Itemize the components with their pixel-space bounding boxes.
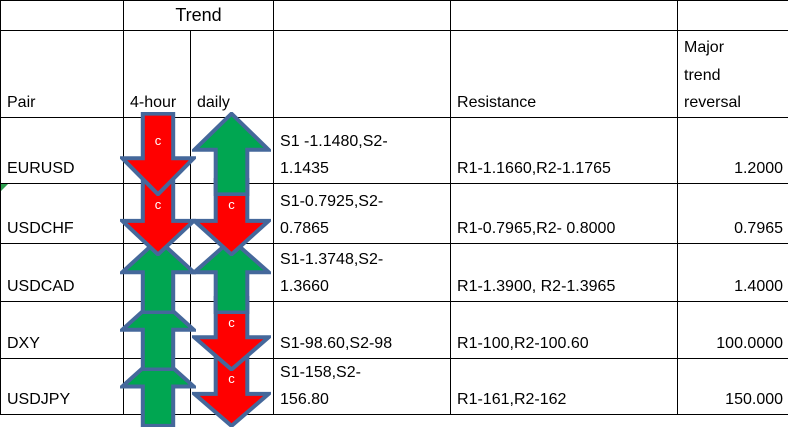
major-trend-reversal-cell[interactable]: 1.2000 <box>678 118 788 184</box>
table-row: USDCHF c c S1-0.7925,S2- 0.7865 R1-0.796… <box>1 184 788 244</box>
support-header-cell[interactable] <box>274 31 451 118</box>
major-trend-reversal-header-label: Major trend reversal <box>684 39 741 110</box>
major-trend-reversal-header-cell[interactable]: Major trend reversal <box>678 31 788 118</box>
pair-header-label: Pair <box>7 94 35 111</box>
trend-merged-header-cell[interactable]: Trend <box>124 1 274 31</box>
trend-header-row: Trend <box>1 1 788 31</box>
daily-header-cell[interactable]: daily <box>191 31 274 118</box>
major-trend-reversal-cell[interactable]: 1.4000 <box>678 244 788 302</box>
resistance-cell[interactable]: R1-0.7965,R2- 0.8000 <box>451 184 678 244</box>
empty-cell[interactable] <box>451 1 678 31</box>
major-trend-reversal-value: 0.7965 <box>734 220 783 237</box>
support-cell[interactable]: S1-158,S2- 156.80 <box>274 359 451 415</box>
resistance-cell[interactable]: R1-1.1660,R2-1.1765 <box>451 118 678 184</box>
pair-label: USDCAD <box>7 278 75 295</box>
table-row: USDJPY c S1-158,S2- 156.80 R1-161,R2-162… <box>1 359 788 415</box>
resistance-value: R1-0.7965,R2- 0.8000 <box>457 220 615 237</box>
trend-up-arrow-icon[interactable] <box>192 112 271 196</box>
resistance-value: R1-100,R2-100.60 <box>457 335 589 352</box>
major-trend-reversal-cell[interactable]: 100.0000 <box>678 302 788 359</box>
support-cell[interactable]: S1-1.3748,S2- 1.3660 <box>274 244 451 302</box>
resistance-cell[interactable]: R1-1.3900, R2-1.3965 <box>451 244 678 302</box>
major-trend-reversal-value: 150.000 <box>725 391 783 408</box>
major-trend-reversal-cell[interactable]: 150.000 <box>678 359 788 415</box>
support-value: S1 -1.1480,S2- 1.1435 <box>280 133 388 177</box>
trend-header-label: Trend <box>175 5 221 25</box>
pair-cell[interactable]: EURUSD <box>1 118 124 184</box>
pair-cell[interactable]: USDCHF <box>1 184 124 244</box>
four-hour-header-cell[interactable]: 4-hour <box>124 31 191 118</box>
arrow-c-label: c <box>120 134 196 147</box>
arrow-c-label: c <box>192 316 271 329</box>
daily-header-label: daily <box>197 94 230 111</box>
support-cell[interactable]: S1-0.7925,S2- 0.7865 <box>274 184 451 244</box>
pair-cell[interactable]: USDCAD <box>1 244 124 302</box>
resistance-header-cell[interactable]: Resistance <box>451 31 678 118</box>
pair-cell[interactable]: USDJPY <box>1 359 124 415</box>
support-value: S1-98.60,S2-98 <box>280 335 392 352</box>
pair-label: USDJPY <box>7 391 70 408</box>
resistance-cell[interactable]: R1-161,R2-162 <box>451 359 678 415</box>
empty-cell[interactable] <box>274 1 451 31</box>
major-trend-reversal-cell[interactable]: 0.7965 <box>678 184 788 244</box>
major-trend-reversal-value: 1.4000 <box>734 278 783 295</box>
arrow-c-label: c <box>192 198 271 211</box>
resistance-cell[interactable]: R1-100,R2-100.60 <box>451 302 678 359</box>
column-header-row: Pair 4-hour daily Resistance Major trend… <box>1 31 788 118</box>
cell-error-marker-icon <box>1 184 8 191</box>
resistance-value: R1-161,R2-162 <box>457 391 566 408</box>
support-cell[interactable]: S1 -1.1480,S2- 1.1435 <box>274 118 451 184</box>
pair-label: DXY <box>7 335 40 352</box>
forex-trend-table: Trend Pair 4-hour daily Resistance Major… <box>0 0 788 415</box>
resistance-value: R1-1.1660,R2-1.1765 <box>457 160 611 177</box>
table-row: EURUSD c S1 -1.1480,S2- 1.1435 R1-1.1660… <box>1 118 788 184</box>
support-value: S1-0.7925,S2- 0.7865 <box>280 193 383 237</box>
empty-cell[interactable] <box>678 1 788 31</box>
resistance-value: R1-1.3900, R2-1.3965 <box>457 278 615 295</box>
resistance-header-label: Resistance <box>457 94 536 111</box>
support-value: S1-158,S2- 156.80 <box>280 364 361 408</box>
daily-trend-cell[interactable] <box>191 118 274 184</box>
support-cell[interactable]: S1-98.60,S2-98 <box>274 302 451 359</box>
arrow-c-label: c <box>192 372 271 385</box>
major-trend-reversal-value: 1.2000 <box>734 160 783 177</box>
pair-label: EURUSD <box>7 160 75 177</box>
trend-down-arrow-icon[interactable]: c <box>120 112 196 196</box>
empty-cell[interactable] <box>1 1 124 31</box>
support-value: S1-1.3748,S2- 1.3660 <box>280 251 383 295</box>
four-hour-trend-cell[interactable]: c <box>124 118 191 184</box>
pair-cell[interactable]: DXY <box>1 302 124 359</box>
table-row: USDCAD S1-1.3748,S2- 1.3660 R1-1.3900, R… <box>1 244 788 302</box>
four-hour-header-label: 4-hour <box>130 94 176 111</box>
pair-header-cell[interactable]: Pair <box>1 31 124 118</box>
major-trend-reversal-value: 100.0000 <box>716 335 783 352</box>
arrow-c-label: c <box>120 198 196 211</box>
table-row: DXY c S1-98.60,S2-98 R1-100,R2-100.60 10… <box>1 302 788 359</box>
pair-label: USDCHF <box>7 220 74 237</box>
